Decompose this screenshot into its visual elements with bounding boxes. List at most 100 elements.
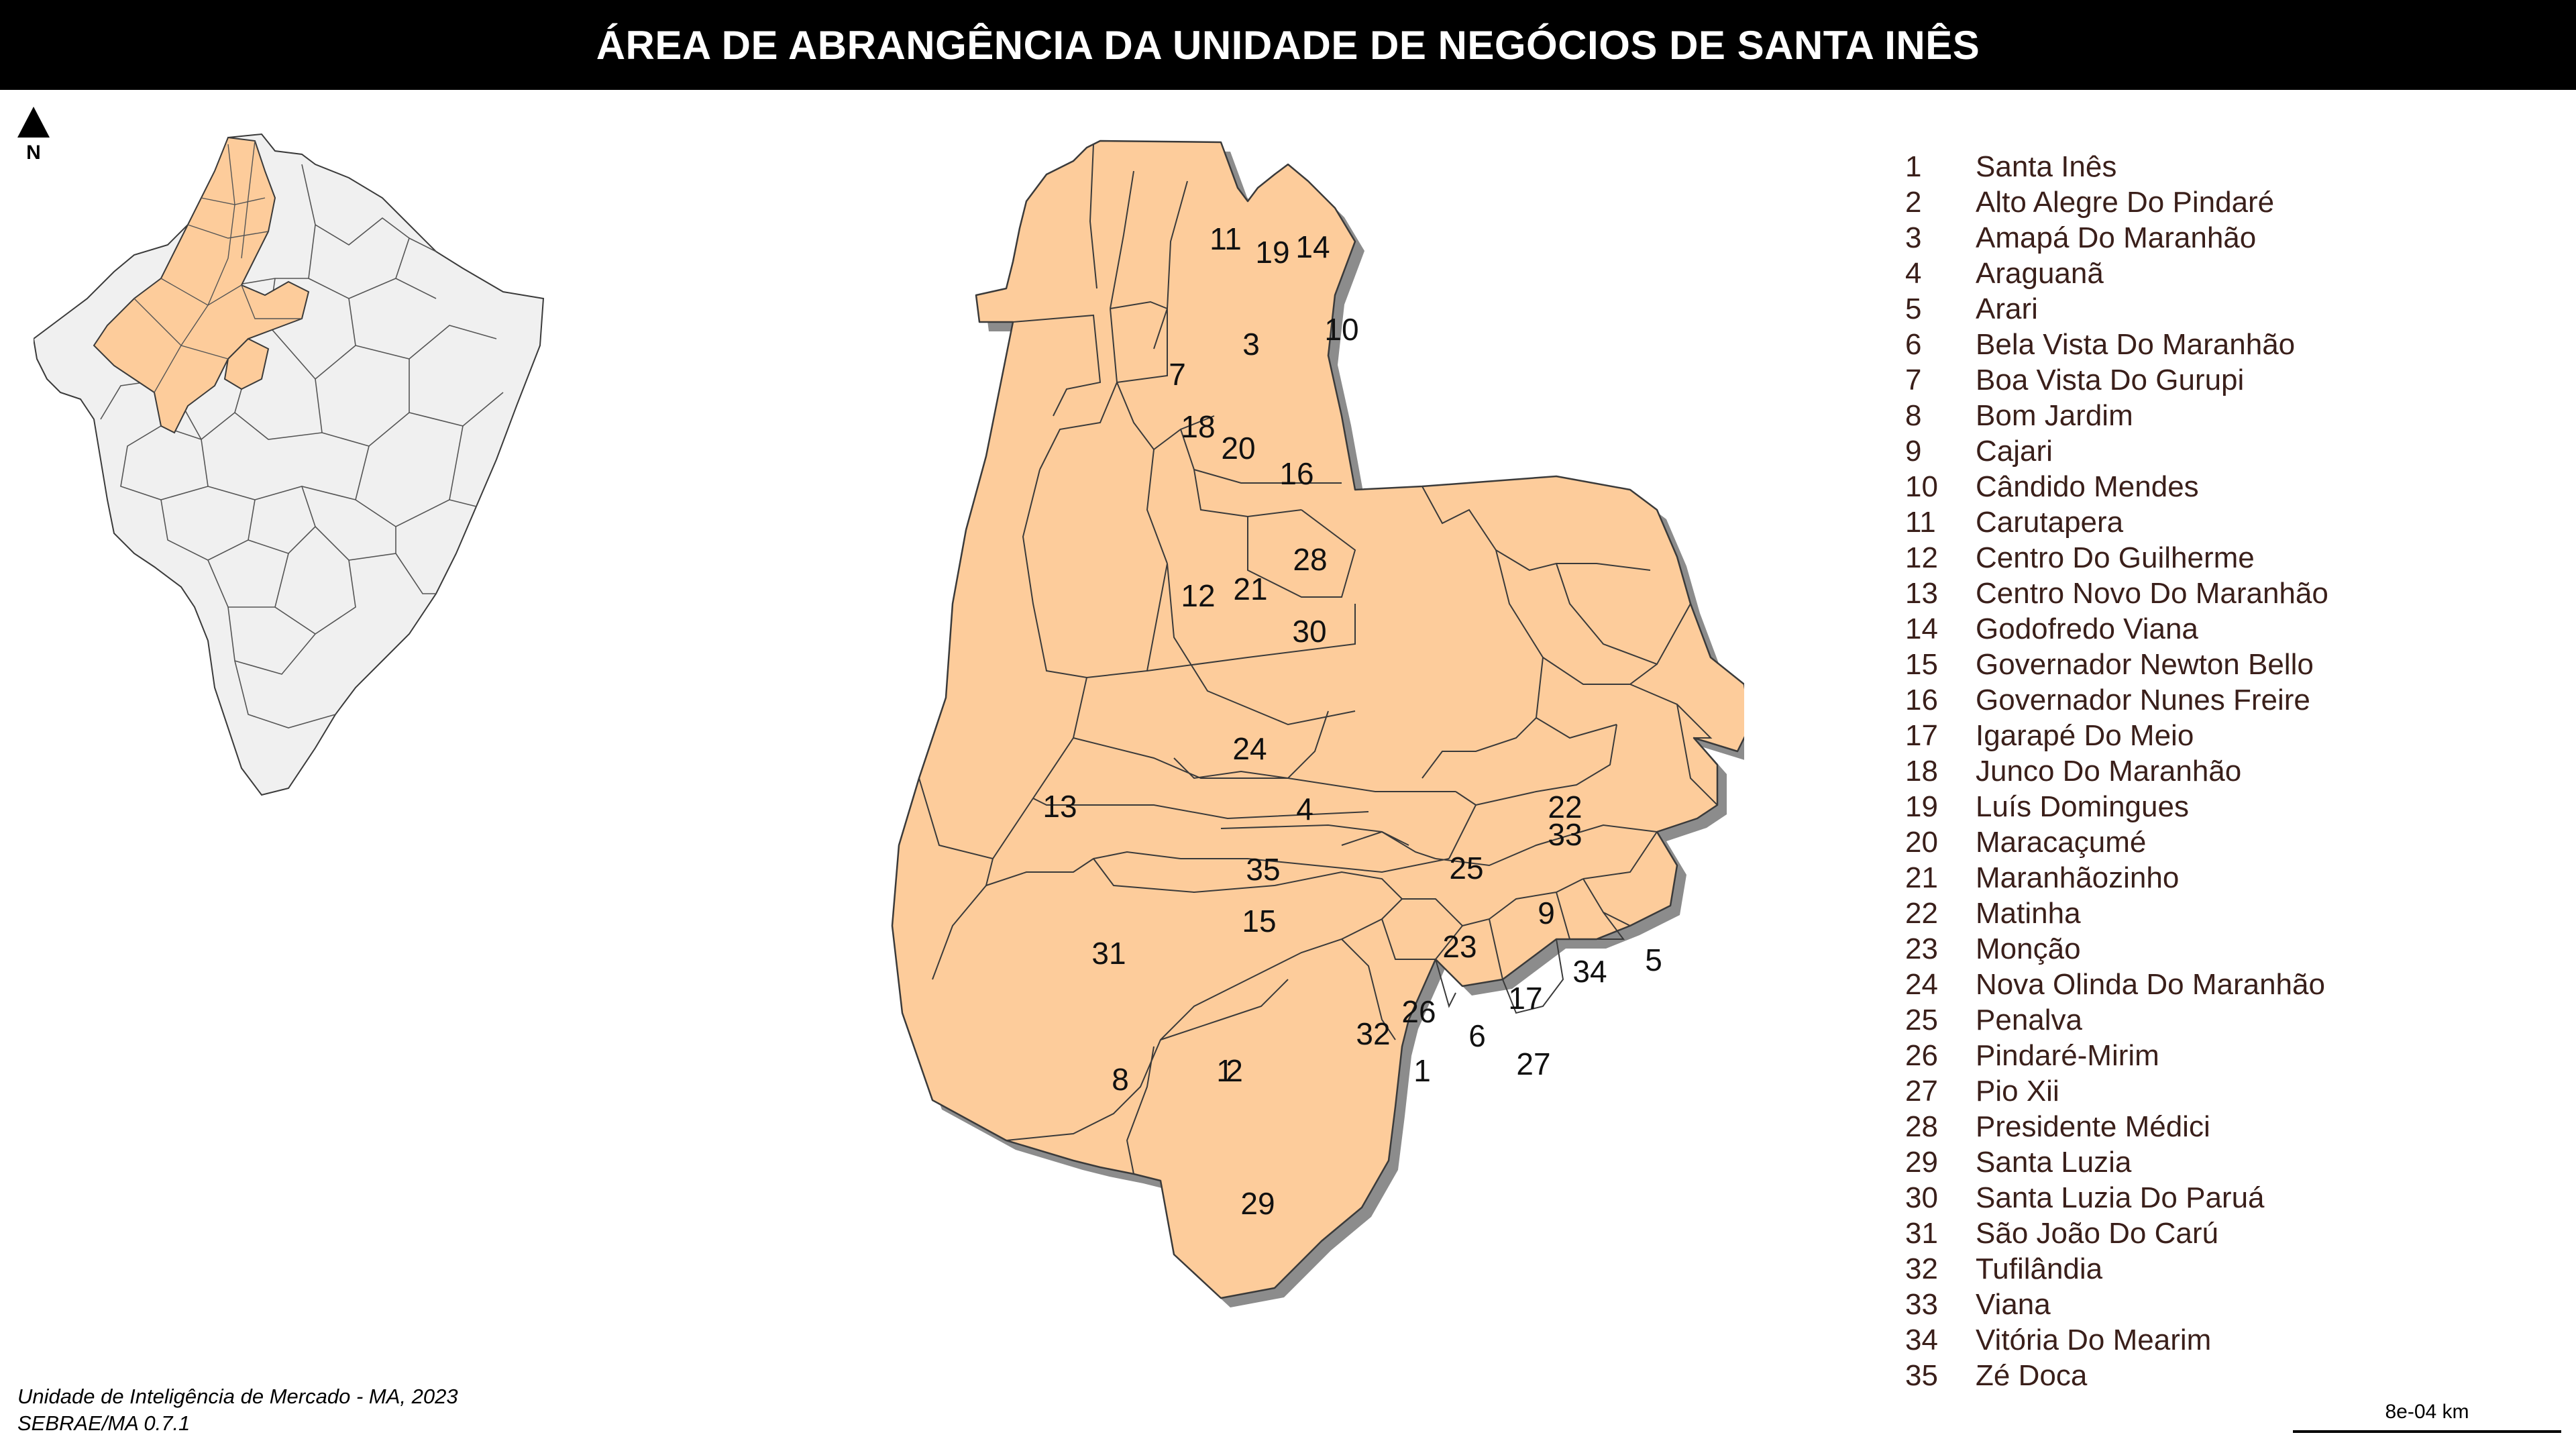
map-label-arari: 5	[1645, 943, 1662, 977]
map-label-alto-alegre: 2	[1226, 1053, 1243, 1088]
municipality-labels: 1	[1216, 1053, 1234, 1088]
legend-item: 16 Governador Nunes Freire	[1905, 682, 2509, 718]
map-label-nova-olinda: 24	[1232, 731, 1267, 766]
map-label-viana: 33	[1548, 817, 1582, 852]
legend-municipality-name: Luís Domingues	[1976, 790, 2189, 823]
legend-item: 24 Nova Olinda Do Maranhão	[1905, 967, 2509, 1002]
map-title: ÁREA DE ABRANGÊNCIA DA UNIDADE DE NEGÓCI…	[0, 0, 2576, 90]
legend-number: 26	[1905, 1038, 1938, 1072]
map-label-bela-vista: 6	[1468, 1018, 1486, 1053]
legend-municipality-name: Maracaçumé	[1976, 825, 2147, 859]
legend-municipality-name: Bom Jardim	[1976, 398, 2133, 432]
map-label-maranhaozinho: 21	[1233, 572, 1267, 606]
legend-municipality-name: Pio Xii	[1976, 1074, 2059, 1108]
map-label-moncao: 23	[1442, 929, 1477, 964]
legend-number: 33	[1905, 1287, 1938, 1321]
legend-municipality-name: Governador Newton Bello	[1976, 647, 2314, 681]
map-label-vitoria: 34	[1572, 954, 1607, 989]
legend-number: 15	[1905, 647, 1938, 681]
legend-municipality-name: São João Do Carú	[1976, 1216, 2218, 1250]
legend-number: 2	[1905, 185, 1922, 219]
legend-municipality-name: Cândido Mendes	[1976, 470, 2199, 503]
map-label-junco: 18	[1181, 409, 1215, 444]
credits-line-1: Unidade de Inteligência de Mercado - MA,…	[17, 1385, 458, 1408]
legend-number: 10	[1905, 470, 1938, 503]
inset-highlight-lines	[133, 140, 302, 393]
map-label-ze-doca: 35	[1246, 852, 1280, 887]
legend-item: 33 Viana	[1905, 1287, 2509, 1322]
legend-number: 35	[1905, 1358, 1938, 1392]
legend-number: 32	[1905, 1252, 1938, 1285]
legend-number: 3	[1905, 221, 1922, 254]
legend-item: 11 Carutapera	[1905, 504, 2509, 540]
legend-municipality-name: Godofredo Viana	[1976, 612, 2198, 645]
legend-item: 7 Boa Vista Do Gurupi	[1905, 362, 2509, 398]
map-label-centro-guilherme: 12	[1181, 578, 1215, 613]
legend-number: 4	[1905, 256, 1922, 290]
legend-municipality-name: Santa Luzia Do Paruá	[1976, 1181, 2265, 1214]
legend-number: 17	[1905, 718, 1938, 752]
legend-municipality-name: Tufilândia	[1976, 1252, 2103, 1285]
north-label: N	[26, 142, 41, 164]
legend-item: 1 Santa Inês	[1905, 149, 2509, 184]
credits-line-2: SEBRAE/MA 0.7.1	[17, 1411, 191, 1435]
map-label-matinha: 22	[1548, 790, 1582, 824]
legend-number: 24	[1905, 967, 1938, 1001]
legend-number: 12	[1905, 541, 1938, 574]
map-label-pindare: 26	[1401, 994, 1436, 1029]
map-label-boa-vista: 7	[1169, 357, 1186, 392]
map-label-amapa: 3	[1242, 327, 1260, 362]
legend-municipality-name: Junco Do Maranhão	[1976, 754, 2242, 788]
legend-item: 9 Cajari	[1905, 433, 2509, 469]
legend-item: 25 Penalva	[1905, 1002, 2509, 1038]
legend-municipality-name: Santa Inês	[1976, 150, 2117, 183]
legend-municipality-name: Penalva	[1976, 1003, 2083, 1036]
legend-municipality-name: Igarapé Do Meio	[1976, 718, 2194, 752]
map-label-santa-luzia-parua: 30	[1292, 614, 1326, 649]
inset-municipality-lines	[100, 164, 504, 729]
legend-item: 17 Igarapé Do Meio	[1905, 718, 2509, 753]
legend-item: 2 Alto Alegre Do Pindaré	[1905, 184, 2509, 220]
map-label-centro-novo: 13	[1042, 789, 1077, 824]
map-label-igarape: 17	[1508, 981, 1542, 1016]
legend-item: 28 Presidente Médici	[1905, 1109, 2509, 1144]
inset-state-outline	[34, 133, 545, 796]
legend-number: 18	[1905, 754, 1938, 788]
legend-item: 6 Bela Vista Do Maranhão	[1905, 327, 2509, 362]
legend-item: 29 Santa Luzia	[1905, 1144, 2509, 1180]
map-label-penalva: 25	[1449, 851, 1483, 885]
legend-number: 29	[1905, 1145, 1938, 1179]
map-label-1: 1	[1216, 1053, 1234, 1088]
map-label-santa-ines: 1	[1413, 1053, 1431, 1088]
map-label-maracacume: 20	[1221, 431, 1255, 466]
scale-bar-line	[2293, 1430, 2561, 1433]
legend-number: 11	[1905, 505, 1936, 539]
legend-municipality-name: Centro Novo Do Maranhão	[1976, 576, 2328, 610]
map-label-tufilandia: 32	[1356, 1016, 1390, 1051]
inset-highlight-region	[93, 136, 310, 434]
legend-item: 13 Centro Novo Do Maranhão	[1905, 576, 2509, 611]
map-label-newton-bello: 15	[1242, 904, 1276, 938]
legend-number: 6	[1905, 327, 1922, 361]
legend-municipality-name: Matinha	[1976, 896, 2081, 930]
map-label-cajari: 9	[1538, 896, 1555, 930]
municipality-number-labels: 1 2 3 4 5 6 7 8 9 10 11 12 13 14 15 16 1…	[1042, 221, 1662, 1221]
legend-municipality-name: Araguanã	[1976, 256, 2104, 290]
legend-item: 10 Cândido Mendes	[1905, 469, 2509, 504]
scale-bar: 8e-04 km	[2293, 1401, 2561, 1441]
legend-item: 22 Matinha	[1905, 896, 2509, 931]
map-label-sao-joao: 31	[1091, 936, 1126, 971]
legend-item: 31 São João Do Carú	[1905, 1216, 2509, 1251]
legend-item: 14 Godofredo Viana	[1905, 611, 2509, 647]
legend-number: 27	[1905, 1074, 1938, 1108]
legend-item: 26 Pindaré-Mirim	[1905, 1038, 2509, 1073]
region-base	[891, 140, 1744, 1299]
legend-number: 34	[1905, 1323, 1938, 1356]
legend-number: 8	[1905, 398, 1922, 432]
map-label-santa-luzia: 29	[1240, 1186, 1275, 1221]
legend-municipality-name: Zé Doca	[1976, 1358, 2088, 1392]
legend-municipality-name: Maranhãozinho	[1976, 861, 2180, 894]
map-label-nunes-freire: 16	[1279, 456, 1313, 491]
legend-municipality-name: Governador Nunes Freire	[1976, 683, 2310, 716]
legend-number: 20	[1905, 825, 1938, 859]
